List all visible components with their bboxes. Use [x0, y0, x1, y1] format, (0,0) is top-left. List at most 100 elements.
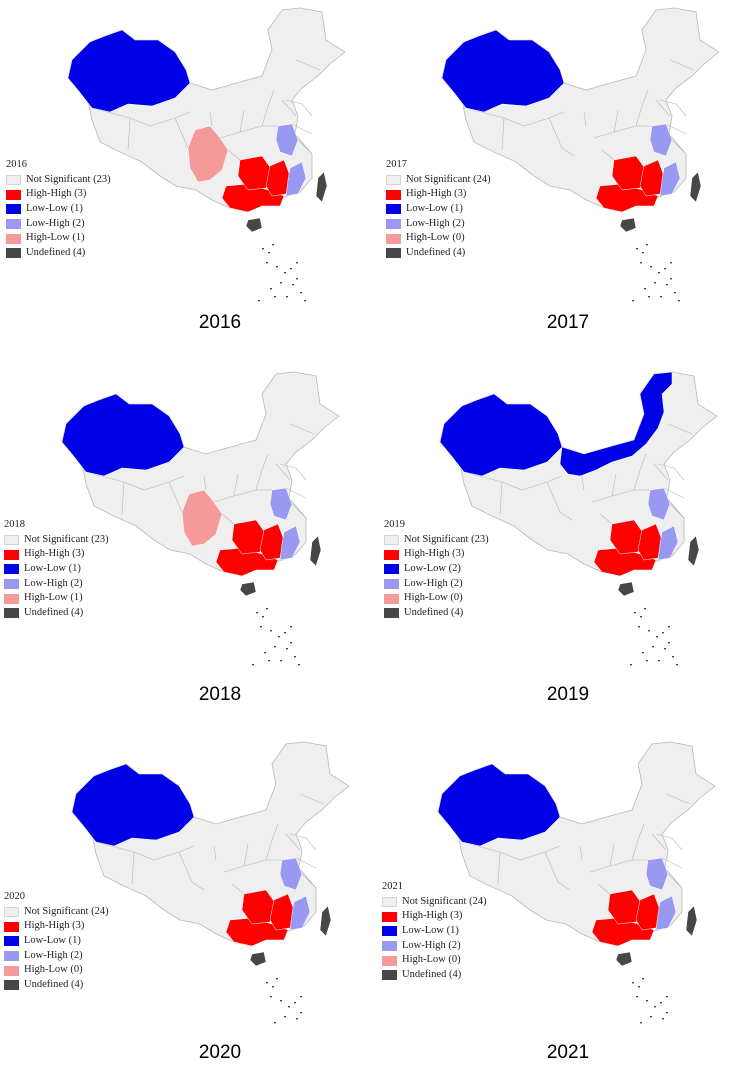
legend-2017: 2017 Not Significant (24) High-High (3) Lo… — [386, 158, 491, 261]
legend-title: 2017 — [386, 159, 407, 170]
legend-swatch — [386, 175, 401, 186]
legend-2020: 2020 Not Significant (24) High-High (3) Lo… — [4, 890, 109, 993]
legend-swatch — [386, 219, 401, 230]
province-border — [583, 111, 587, 127]
region-hunan — [241, 889, 277, 925]
island-dot — [658, 660, 660, 662]
china-map-2018 — [61, 371, 340, 666]
legend-item-low-high: Low-High (2) — [386, 217, 491, 232]
province-border — [561, 147, 575, 157]
legend-swatch — [384, 608, 399, 619]
island-dot — [642, 978, 644, 980]
region-hunan — [609, 519, 645, 555]
legend-item-high-high: High-High (3) — [386, 187, 491, 202]
legend-item-undefined: Undefined (4) — [4, 606, 109, 621]
map-panel-2019: 2019 Not Significant (23) High-High (3) Lo… — [368, 358, 736, 716]
province-border — [661, 857, 683, 869]
legend-swatch — [386, 189, 401, 200]
legend-item-high-low: High-Low (1) — [6, 231, 111, 246]
legend-label: High-High (3) — [24, 920, 85, 932]
legend-label: Undefined (4) — [24, 979, 84, 991]
island-dot — [284, 1016, 286, 1018]
region-hainan — [619, 217, 637, 233]
legend-swatch — [386, 233, 401, 244]
province-border — [295, 59, 321, 71]
legend-item-not-significant: Not Significant (24) — [382, 895, 487, 910]
legend-label: High-High (3) — [406, 188, 467, 200]
island-dot — [288, 1006, 290, 1008]
china-map-2021 — [437, 741, 716, 1024]
island-dot — [638, 986, 640, 988]
province-border — [174, 117, 189, 149]
island-dot — [296, 278, 298, 280]
province-border — [291, 503, 307, 519]
legend-item-low-low: Low-Low (1) — [382, 924, 487, 939]
region-fujian — [285, 161, 307, 197]
province-border — [299, 793, 325, 805]
legend-item-not-significant: Not Significant (23) — [384, 533, 489, 548]
region-hunan — [611, 155, 647, 191]
legend-item-not-significant: Not Significant (23) — [6, 173, 111, 188]
legend-swatch — [382, 897, 397, 908]
province-border — [191, 881, 205, 891]
island-dot — [264, 652, 266, 654]
year-caption: 2019 — [546, 684, 590, 705]
province-border — [465, 107, 565, 127]
legend-swatch — [4, 980, 19, 991]
province-border — [291, 123, 313, 135]
province-border — [261, 89, 275, 127]
province-border — [121, 481, 125, 515]
legend-item-undefined: Undefined (4) — [6, 246, 111, 261]
map-panel-2020: 2020 Not Significant (24) High-High (3) Lo… — [0, 716, 368, 1074]
island-dot — [270, 996, 272, 998]
map-panel-2016: 2016 Not Significant (23) High-High (3) Lo… — [0, 0, 368, 358]
province-border — [95, 841, 195, 861]
region-xinjiang — [439, 393, 563, 477]
island-dot — [298, 664, 300, 666]
legend-label: High-Low (1) — [26, 232, 85, 244]
province-border — [227, 149, 241, 161]
legend-label: Low-Low (1) — [24, 563, 81, 575]
island-dot — [632, 300, 634, 302]
island-dot — [634, 612, 636, 614]
island-dot — [272, 986, 274, 988]
region-anhui — [647, 487, 671, 521]
legend-2021: 2021 Not Significant (24) High-High (3) Lo… — [382, 880, 487, 983]
region-xinjiang — [437, 763, 561, 847]
island-dot — [294, 656, 296, 658]
legend-item-undefined: Undefined (4) — [382, 968, 487, 983]
province-border — [497, 851, 501, 885]
legend-swatch — [382, 926, 397, 937]
island-dot — [662, 1018, 664, 1020]
island-dot — [650, 266, 652, 268]
legend-title: 2019 — [384, 519, 405, 530]
island-dot — [646, 660, 648, 662]
legend-2016: 2016 Not Significant (23) High-High (3) Lo… — [6, 158, 111, 261]
legend-item-high-high: High-High (3) — [6, 187, 111, 202]
province-border — [275, 463, 291, 481]
legend-item-low-low: Low-Low (2) — [384, 562, 489, 577]
province-border — [461, 841, 561, 861]
region-xinjiang — [71, 763, 195, 847]
region-hainan — [617, 581, 635, 597]
island-dot — [274, 296, 276, 298]
island-dot — [666, 996, 668, 998]
island-dot — [290, 642, 292, 644]
legend-label: Not Significant (24) — [406, 173, 491, 185]
legend-item-low-high: Low-High (2) — [4, 577, 109, 592]
region-fujian — [657, 525, 679, 561]
region-hunan — [231, 519, 267, 555]
legend-label: High-Low (0) — [24, 964, 83, 976]
legend-item-undefined: Undefined (4) — [4, 978, 109, 993]
island-dot — [260, 626, 262, 628]
legend-label: Not Significant (24) — [24, 905, 109, 917]
legend-swatch — [4, 965, 19, 976]
island-dot — [274, 1022, 276, 1024]
legend-swatch — [4, 907, 19, 918]
region-taiwan — [309, 535, 322, 567]
island-dot — [648, 630, 650, 632]
legend-swatch — [4, 608, 19, 619]
region-hunan — [607, 889, 643, 925]
province-border — [221, 513, 235, 525]
region-hainan — [615, 951, 633, 967]
